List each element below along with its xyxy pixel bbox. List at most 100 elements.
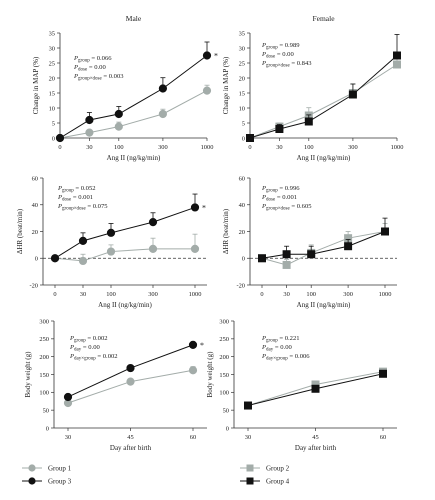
x-tick-label: 100 [106,291,116,298]
p-value-annotation: Pgroup = 0.002 [69,335,108,344]
series-line [261,231,386,259]
y-tick-label: 60 [32,175,38,182]
chart-panel-3: -20 0 20 40 60 0 30 100 300 1000 Ang II (ng/kg/min… [16,175,207,309]
x-tick-label: 60 [190,434,196,441]
legend: Group 1 Group 3 Group 2 Group 4 [22,464,290,486]
p-value-annotation: Pgroup×dose = 0.075 [57,203,108,212]
x-tick-label: 30 [276,144,282,151]
y-tick-label: 20 [32,229,38,236]
x-axis-label: Day after birth [295,444,337,452]
x-axis-label: Ang II (ng/kg/min) [98,301,152,309]
data-point [311,384,320,393]
p-value-annotation: Pgroup = 0.989 [261,42,300,51]
data-point [202,51,212,60]
y-tick-label: 35 [49,30,55,37]
y-tick-label: 10 [49,105,55,112]
data-point [126,377,135,386]
data-point [78,236,88,245]
chart-panel-1: 0 5 10 15 20 25 30 35 0 30 100 300 1000 Ang II (ng/kg… [32,14,218,162]
data-point [55,133,65,143]
legend-marker [246,477,254,485]
data-point [202,86,212,95]
y-tick-label: -20 [29,282,38,289]
x-tick-label: 45 [127,434,133,441]
x-tick-label: 0 [58,144,61,151]
series-group-2 [258,223,389,269]
legend-label: Group 2 [266,465,290,473]
significance-marker: * [214,52,218,61]
legend-item-group-3: Group 3 [22,477,72,486]
x-tick-label: 300 [158,144,168,151]
x-tick-label: 30 [86,144,92,151]
series-group-1 [55,84,212,143]
x-tick-label: 0 [53,291,56,298]
y-tick-label: 60 [239,175,245,182]
data-point [114,109,123,119]
series-group-4 [246,34,401,142]
p-value-annotation: Pdose = 0.001 [57,194,93,203]
p-value-annotation: Pday×group = 0.006 [261,353,310,362]
y-tick-label: 0 [46,425,49,432]
data-point [304,117,313,126]
x-axis-label: Day after birth [110,444,152,452]
p-value-annotation: Pday×group = 0.002 [69,353,118,362]
data-point [381,227,389,236]
p-value-annotation: Pgroup×dose = 0.843 [261,60,312,69]
series-line [261,231,386,266]
y-tick-label: 150 [39,372,49,379]
data-point [344,242,353,251]
x-tick-label: 100 [114,144,124,151]
data-point [190,203,200,212]
chart-panel-6: 0 50 100 150 200 250 300 30 45 60 Day after birth B… [206,318,397,452]
data-point [282,250,291,259]
p-value-annotation: Pdose = 0.00 [73,64,106,73]
y-tick-label: 30 [239,45,245,52]
data-point [158,109,167,119]
data-point [148,244,158,253]
x-axis-label: Ang II (ng/kg/min) [297,154,351,162]
data-point [114,122,123,131]
data-point [148,218,158,227]
series-group-3 [50,193,200,263]
p-value-annotation: Pday = 0.00 [69,344,101,353]
legend-marker [28,464,36,472]
series-group-3 [63,340,198,402]
x-tick-label: 30 [65,434,71,441]
x-tick-label: 300 [343,291,353,298]
data-point [78,256,88,266]
data-point [244,401,252,410]
y-axis-label: Change in MAP (%) [32,56,40,114]
significance-marker: * [202,203,206,212]
x-axis-label: Ang II (ng/kg/min) [297,301,351,309]
data-point [190,244,200,253]
x-tick-label: 1000 [391,144,404,151]
chart-panel-4: -20 0 20 40 60 0 30 100 300 1000 Ang II (ng/kg/min… [222,175,397,309]
data-point [50,254,60,263]
data-point [258,254,266,263]
p-value-annotation: Pgroup×dose = 0.003 [73,73,124,82]
series-line [67,369,194,404]
y-tick-label: 0 [35,256,38,263]
significance-marker: * [200,341,204,350]
y-tick-label: 50 [43,407,49,414]
data-point [158,84,167,93]
legend-item-group-2: Group 2 [240,464,290,473]
x-tick-label: 60 [380,434,386,441]
legend-label: Group 3 [48,478,72,486]
y-tick-label: 5 [242,120,245,127]
x-tick-label: 30 [283,291,289,298]
y-tick-label: 15 [49,90,55,97]
y-tick-label: 250 [39,336,49,343]
chart-panel-5: 0 50 100 150 200 250 300 30 45 60 Day after birth B… [24,318,207,452]
series-line [59,90,208,139]
y-tick-label: 300 [219,318,229,325]
x-axis-label: Ang II (ng/kg/min) [107,154,161,162]
x-tick-label: 30 [245,434,251,441]
legend-label: Group 4 [266,478,290,486]
series-group-1 [50,233,200,266]
data-point [379,369,387,378]
y-tick-label: 40 [32,202,38,209]
y-tick-label: 15 [239,90,245,97]
y-tick-label: 10 [239,105,245,112]
